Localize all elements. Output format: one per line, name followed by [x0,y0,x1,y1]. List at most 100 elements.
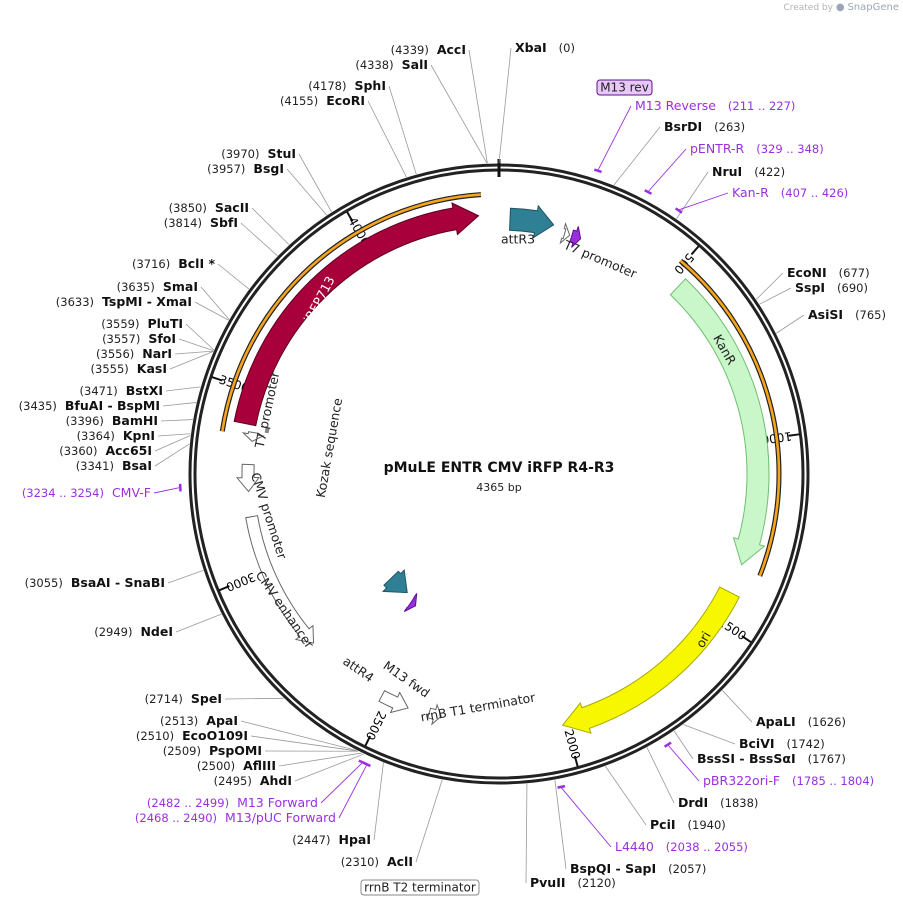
site-name: BfuAI - BspMI [65,398,160,413]
primer-name: pBR322ori-F [703,773,780,788]
site-leader-line [240,222,278,257]
attr4-feature [381,569,408,594]
site-name: PciI [650,817,676,832]
site-leader-line [756,272,784,300]
site-name: AhdI [260,773,292,788]
site-name: NarI [142,346,172,361]
site-name: AclI [387,854,413,869]
primer-name: M13 Forward [237,795,318,810]
primer-position: (211 .. 227) [728,99,796,113]
kanr-orf [679,259,781,577]
primer-name: M13 Reverse [635,98,716,113]
site-position: (2495) [214,774,252,788]
site-position: (1767) [808,752,846,766]
m13-rev-primer-arrow [569,226,582,248]
primer-site-mark [663,741,672,748]
plasmid-length: 4365 bp [476,481,521,494]
tick-mark [346,211,354,222]
kozak-label: Kozak sequence [313,397,345,499]
primer-site-mark [362,761,371,768]
site-position: (3396) [66,414,104,428]
tick-mark [741,635,752,643]
cmv-enhancer-label: CMV enhancer [253,568,318,652]
site-leader-line [673,730,694,760]
tick-label: 2000 [561,728,582,761]
attr4-label: attR4 [340,653,377,685]
site-leader-line [251,207,290,245]
primer-name: CMV-F [112,485,151,500]
site-name: BspQI - SapI [570,861,656,876]
ori-label: ori [693,629,714,651]
site-name: KpnI [123,428,155,443]
site-position: (3957) [207,162,245,176]
primer-site-mark [644,189,653,195]
tick-label: 3000 [224,570,258,595]
site-position: (3814) [164,216,202,230]
primer-leader-line [561,787,612,848]
site-name: BsaI [122,458,152,473]
site-leader-line [178,338,214,352]
site-name: SpeI [191,691,222,706]
primer-name: L4440 [615,839,654,854]
site-position: (0) [559,41,575,55]
site-name: BssSI - BssSαI [697,751,796,766]
site-leader-line [373,762,384,841]
site-leader-line [174,350,214,355]
site-position: (3055) [25,576,63,590]
site-leader-line [154,435,191,452]
site-name: AflIII [243,758,276,773]
primer-leader-line [679,192,729,211]
site-leader-line [525,783,528,884]
kozak-feature [264,426,270,434]
site-name: BsaAI - SnaBI [71,575,165,590]
site-name: ApaLI [756,714,796,729]
site-leader-line [430,64,488,164]
site-name: XbaI [515,40,547,55]
primer-leader-line [648,148,687,192]
attr3-feature [509,204,555,239]
primer-leader-line [597,105,632,170]
site-position: (3556) [96,347,134,361]
site-position: (2509) [163,744,201,758]
site-name: BsrDI [664,119,702,134]
site-leader-line [683,724,736,745]
site-leader-line [200,286,230,320]
site-position: (3850) [169,201,207,215]
tick-mark [788,433,800,437]
rrnb-t1-label: rrnB T1 terminator [419,689,537,724]
site-position: (3435) [19,399,57,413]
site-name: SspI [795,280,825,295]
site-leader-line [165,386,201,392]
site-position: (263) [714,120,745,134]
attr3-label: attR3 [501,232,535,247]
kanr-feature [669,278,770,566]
primer-leader-line [668,745,700,782]
site-name: BamHI [112,413,158,428]
site-leader-line [722,690,753,723]
t7-promoter-right-feature [559,222,571,245]
site-leader-line [154,443,190,467]
site-position: (3716) [132,257,170,271]
site-position: (1626) [808,715,846,729]
site-leader-line [646,747,675,804]
tick-mark [211,376,223,382]
site-position: (3633) [56,295,94,309]
cmv-enhancer-feature [245,515,315,644]
site-name: SphI [354,78,386,93]
site-position: (690) [837,281,868,295]
site-leader-line [605,766,647,826]
site-name: EcoO109I [182,728,248,743]
site-leader-line [298,153,332,213]
primer-name: M13/pUC Forward [225,810,336,825]
primer-leader-line [153,487,180,494]
primer-leader-line [338,765,367,819]
site-name: DrdI [678,795,708,810]
site-name: PspOMI [209,743,262,758]
m13-rev-boxed-label: M13 rev [600,81,649,95]
irfp-orf [221,193,481,432]
site-leader-line [162,402,197,407]
primer-position: (407 .. 426) [781,186,849,200]
site-position: (2513) [160,714,198,728]
t7-promoter-right-label: T7 promoter [561,237,640,282]
site-leader-line [554,779,567,870]
